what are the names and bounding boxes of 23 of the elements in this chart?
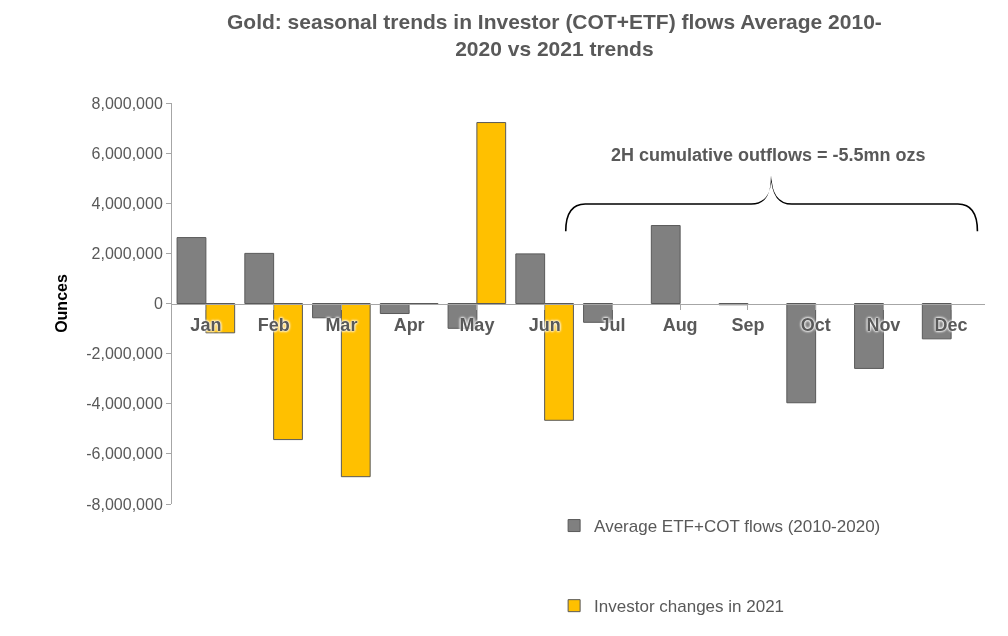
y-tick-label: 4,000,000 [91,194,163,212]
y-tick-label: 2,000,000 [91,244,163,262]
x-tick-label: Sep [731,315,765,336]
y-tick-label: -6,000,000 [86,445,163,463]
y-tick-label: 6,000,000 [91,144,163,162]
x-tick-label: Jun [528,315,561,336]
y-axis-title: Ounces [53,274,71,333]
x-tick-label: Jan [190,315,222,336]
chart-title: Gold: seasonal trends in Investor (COT+ETF) flows Average 2010- 2020 vs 2021 trends [226,9,882,60]
x-tick-label: Jul [599,315,626,336]
x-tick-label: Apr [393,315,425,336]
y-tick-label: 8,000,000 [91,94,163,112]
legend-label: Investor changes in 2021 [594,597,785,617]
legend-label: Average ETF+COT flows (2010-2020) [594,517,881,537]
y-tick-label: 0 [153,295,163,313]
x-tick-label: Feb [257,315,290,336]
x-tick-label: Aug [662,315,698,336]
y-tick-label: -8,000,000 [86,495,163,513]
y-tick-label: -4,000,000 [86,395,163,413]
x-tick-label: Mar [325,315,358,336]
annotation: 2H cumulative outflows = -5.5mn ozs [611,145,926,165]
x-tick-label: Oct [800,315,831,336]
y-tick-label: -2,000,000 [86,345,163,363]
